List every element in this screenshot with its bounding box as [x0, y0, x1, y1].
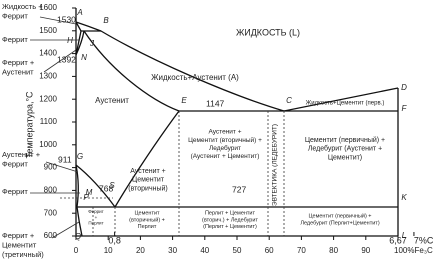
y-axis-title: Температура,°С: [24, 91, 34, 159]
y-tick-label: 1300: [39, 72, 57, 81]
c-tick-label: 6,67: [389, 235, 407, 245]
region-label: Жидкость+Аустенит (А): [151, 73, 239, 82]
point-label: A: [76, 8, 82, 17]
side-label: Феррит +: [2, 58, 35, 67]
region-label: Аустенит +: [130, 168, 166, 175]
region-label: +: [95, 215, 98, 220]
side-label: Феррит: [2, 187, 28, 196]
region-label: Ледебурит (Аустенит +: [308, 145, 382, 153]
x-tick-label: 80: [329, 246, 338, 255]
x-tick-label: 0: [74, 246, 79, 255]
side-label: Феррит: [2, 11, 28, 20]
pointer-lines: [30, 16, 80, 239]
side-label: (третичный): [2, 250, 44, 259]
region-label: Перлит: [88, 220, 103, 225]
temperature-label: 1530: [57, 14, 76, 24]
point-label: C: [286, 96, 292, 105]
region-label: Ледебурит: [209, 144, 241, 152]
point-label: J: [89, 39, 95, 48]
point-label: H: [67, 36, 73, 45]
region-label: (Аустенит + Цементит): [191, 153, 260, 160]
point-label: K: [401, 193, 407, 202]
y-tick-label: 1400: [39, 49, 57, 58]
side-label: Жидкость +: [2, 2, 43, 11]
region-label: Цементит (первичный) +: [305, 136, 385, 144]
x-tick-label: 40: [200, 246, 209, 255]
region-label: (вторичный) +: [129, 216, 165, 223]
y-tick-label: 1100: [40, 117, 58, 126]
c-tick-label: 0,8: [108, 235, 121, 245]
region-label: Аустенит +: [208, 129, 241, 136]
x-tick-label: 60: [265, 246, 274, 255]
x-tick-label: 90: [361, 246, 370, 255]
temperature-label: 1147: [206, 98, 225, 108]
region-label: (вторич.) + Ледебурит: [202, 217, 258, 223]
point-label: L: [402, 231, 406, 240]
region-label: Ледебурит (Перлит+Цементит): [300, 220, 379, 226]
y-tick-label: 1500: [39, 26, 57, 35]
pq-line: [76, 206, 83, 237]
y-tick-label: 1000: [39, 140, 57, 149]
point-label: B: [103, 16, 109, 25]
point-label: F: [402, 104, 408, 113]
region-label: Цементит (первичный) +: [308, 212, 371, 219]
region-label: Перлит + Цементит: [205, 210, 256, 216]
point-label: G: [77, 152, 83, 161]
side-label: Феррит +: [2, 231, 35, 240]
region-label: ЖИДКОСТЬ (L): [236, 27, 300, 37]
temperature-label: 768: [99, 183, 113, 193]
y-tick-label: 1600: [39, 3, 57, 12]
eutectic-label: ЭВТЕКТИКА (ЛЕДЕБУРИТ): [272, 124, 279, 206]
es-line: [114, 110, 180, 208]
region-label: Жидкость+Цементит (перв.): [306, 101, 385, 107]
region-label: Перлит: [138, 224, 157, 230]
temperature-label: 911: [58, 154, 72, 164]
side-label: Аустенит +: [2, 150, 41, 159]
region-label: Цементит: [132, 177, 165, 184]
x-tick-label: 10: [104, 246, 113, 255]
c-tick-label: 7%С: [414, 235, 434, 245]
side-label: Цементит: [2, 240, 37, 249]
point-label: Q: [75, 232, 81, 241]
y-tick-label: 700: [44, 208, 58, 217]
curves: [30, 8, 399, 239]
region-label: Феррит: [88, 209, 104, 214]
region-label: (вторичный): [128, 184, 168, 192]
liquidus: [75, 21, 399, 112]
side-label: Феррит: [2, 159, 28, 168]
y-tick-label: 600: [44, 231, 58, 240]
y-tick-label: 1200: [39, 94, 57, 103]
y-tick-label: 800: [44, 186, 58, 195]
point-label: S: [109, 181, 115, 190]
solidus: [75, 21, 180, 112]
region-label: Цементит): [328, 154, 362, 161]
temperature-label: 727: [232, 184, 246, 194]
x-tick-label: 70: [297, 246, 306, 255]
side-label: Феррит: [2, 35, 28, 44]
point-label: D: [401, 83, 407, 92]
y-tick-label: 900: [44, 163, 58, 172]
point-label: M: [86, 188, 93, 197]
side-label: Аустенит: [2, 67, 34, 76]
gs-line: [75, 164, 116, 208]
axes: [75, 8, 398, 237]
region-label: Цементит (вторичный) +: [188, 136, 262, 144]
point-label: N: [81, 53, 87, 62]
region-label: Цементит: [134, 210, 160, 216]
x-tick-label: 100%Fe₃C: [394, 246, 433, 255]
point-label: P: [83, 193, 89, 202]
region-label: Аустенит: [95, 96, 129, 105]
region-label: (Перлит + Цементит): [203, 224, 257, 230]
x-tick-label: 50: [233, 246, 242, 255]
nh-nj-lines: [75, 30, 85, 56]
x-tick-label: 20: [136, 246, 145, 255]
x-tick-label: 30: [168, 246, 177, 255]
temperature-label: 1392: [57, 54, 76, 64]
point-label: E: [181, 96, 187, 105]
